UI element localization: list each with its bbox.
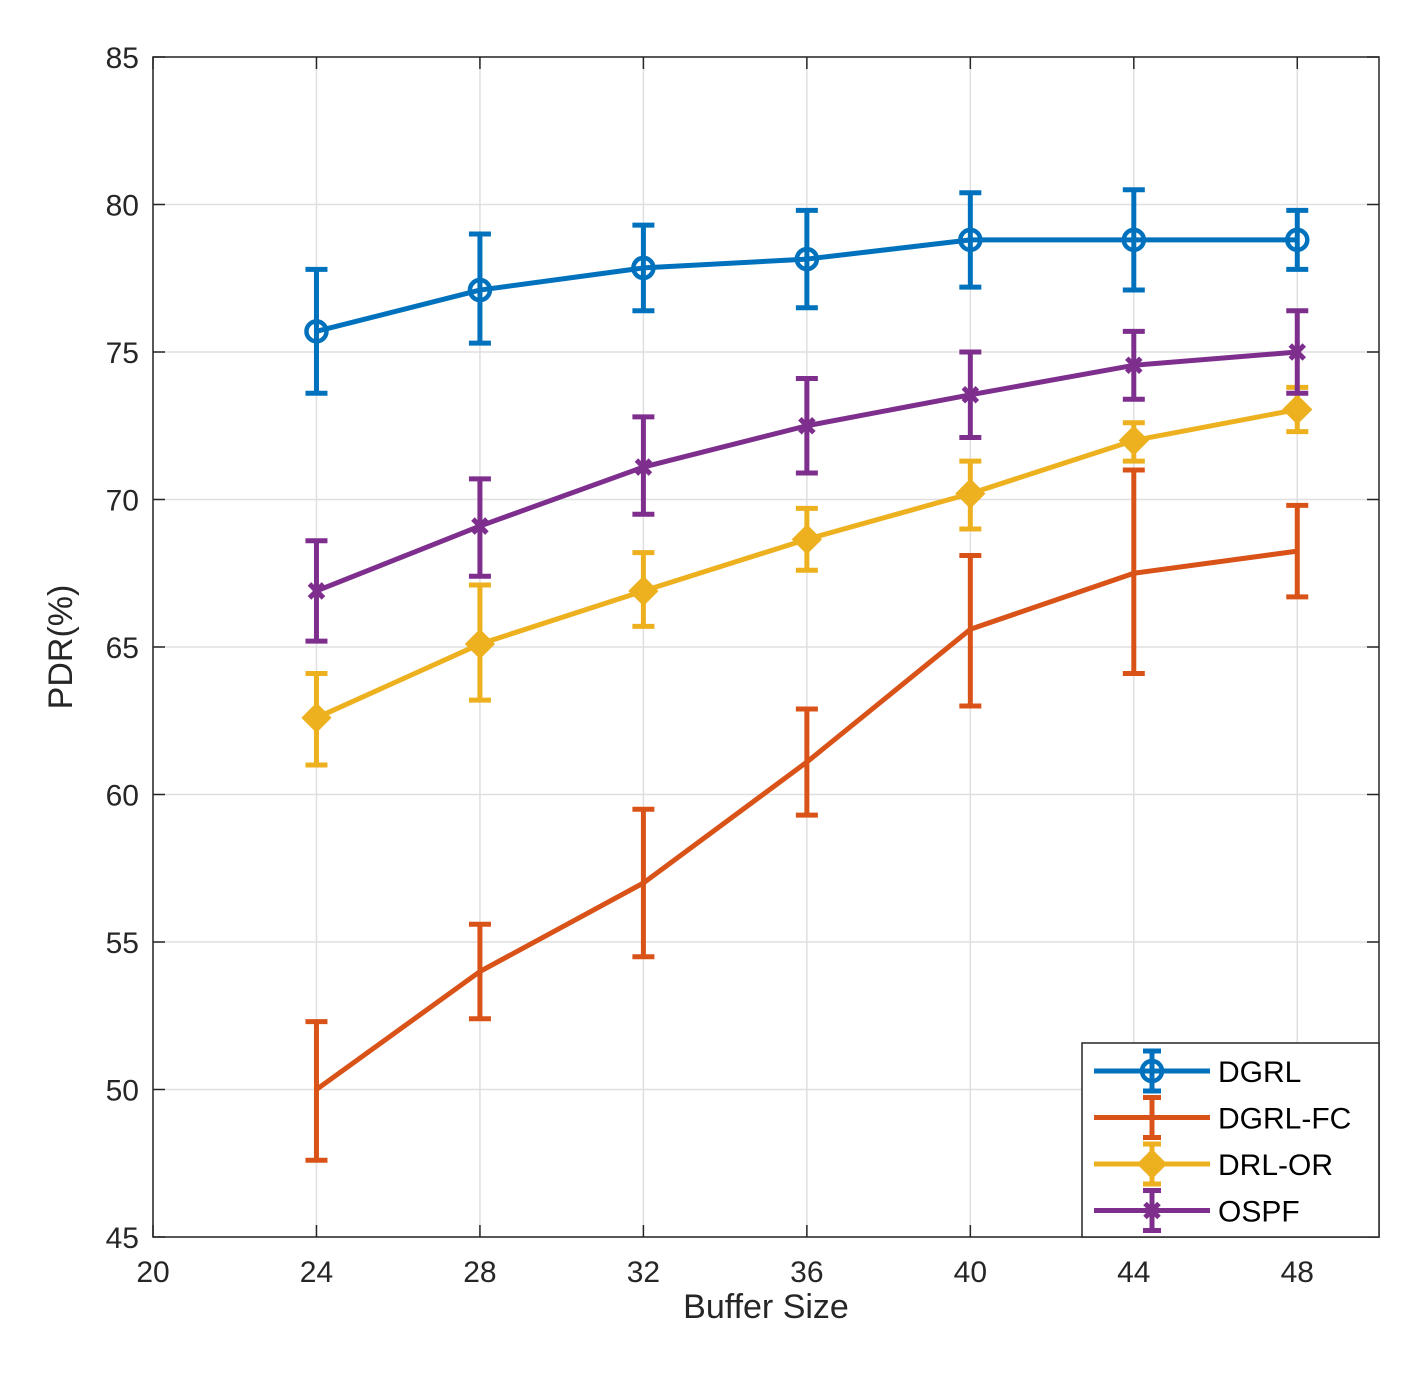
data-point (955, 478, 986, 509)
x-tick-label: 40 (954, 1256, 987, 1289)
legend-box (1081, 1042, 1380, 1238)
legend-entry: DGRL-FC (1094, 1095, 1351, 1140)
legend-entry: OSPF (1094, 1188, 1300, 1233)
data-point (1282, 394, 1313, 425)
data-point (798, 416, 816, 435)
legend: DGRL DGRL-FC DRL-OR OSPF (1081, 1042, 1380, 1238)
legend-label: OSPF (1218, 1196, 1300, 1229)
legend-marker (1139, 1058, 1165, 1084)
legend-entry: DGRL (1094, 1048, 1301, 1094)
series-drl-or (301, 384, 1313, 768)
y-tick-label: 80 (106, 190, 139, 223)
legend-marker (1143, 1201, 1161, 1220)
data-point (1125, 356, 1143, 375)
data-point (634, 458, 653, 476)
data-point (304, 319, 329, 344)
x-tick-label: 44 (1117, 1256, 1150, 1289)
data-point (631, 255, 656, 281)
x-tick-label: 48 (1281, 1256, 1314, 1289)
tick-labels: 20 24 28 32 36 40 44 48 45 50 55 60 65 70 75 80 85 (106, 42, 1314, 1289)
x-tick-label: 36 (790, 1256, 823, 1289)
data-point (794, 246, 820, 272)
x-tick-label: 28 (463, 1256, 496, 1289)
x-tick-label: 24 (300, 1256, 333, 1289)
data-point (1121, 227, 1147, 253)
data-point (961, 386, 980, 404)
data-point (1285, 227, 1310, 253)
data-point (1288, 343, 1307, 361)
series-line (315, 548, 1298, 1092)
data-point (307, 582, 326, 600)
series-group (301, 187, 1313, 1163)
series-dgrl (304, 187, 1310, 396)
series-ospf (305, 308, 1309, 644)
legend-label: DRL-OR (1218, 1149, 1333, 1182)
data-point (301, 702, 332, 733)
data-point (471, 517, 489, 535)
data-point (467, 277, 493, 303)
x-tick-label: 32 (627, 1256, 660, 1289)
y-tick-label: 65 (106, 632, 139, 665)
data-point (791, 524, 822, 555)
legend-entry: DRL-OR (1094, 1141, 1333, 1187)
y-tick-label: 70 (106, 485, 139, 518)
legend-label: DGRL-FC (1218, 1103, 1351, 1136)
series-line (315, 237, 1298, 334)
legend-label: DGRL (1218, 1056, 1301, 1089)
legend-marker (1136, 1148, 1168, 1180)
y-tick-label: 55 (106, 927, 139, 960)
data-point (1118, 425, 1149, 456)
data-point (464, 628, 496, 660)
y-tick-label: 60 (106, 780, 139, 813)
series-dgrl-fc (305, 467, 1309, 1163)
x-axis-label: Buffer Size (683, 1288, 849, 1326)
y-axis-label: PDR(%) (42, 585, 80, 710)
y-tick-label: 85 (106, 42, 139, 75)
y-tick-label: 75 (106, 337, 139, 370)
data-point (628, 575, 659, 607)
y-tick-label: 50 (106, 1075, 139, 1108)
x-tick-label: 20 (136, 1256, 169, 1289)
y-tick-label: 45 (106, 1222, 139, 1255)
data-point (958, 227, 983, 253)
